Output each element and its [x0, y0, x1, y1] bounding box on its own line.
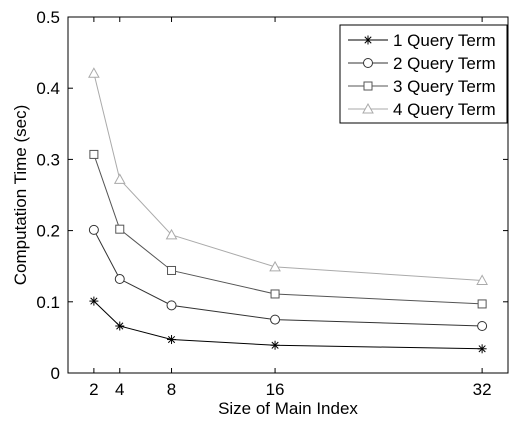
data-point [167, 265, 177, 275]
data-point [88, 224, 99, 235]
plot-area [67, 16, 509, 374]
series-line [93, 154, 483, 305]
data-point [270, 340, 280, 350]
legend-item: 4 Query Term [348, 100, 496, 119]
data-point [269, 260, 281, 272]
legend-label: 4 Query Term [393, 100, 496, 119]
plot-border [67, 16, 509, 374]
legend-item: 1 Query Term [348, 31, 496, 50]
legend-label: 2 Query Term [393, 54, 496, 73]
x-tick-label: 8 [167, 380, 176, 399]
legend-item: 2 Query Term [348, 54, 496, 73]
legend-marker [363, 81, 373, 91]
y-axis-label: Computation Time (sec) [11, 105, 30, 285]
series-2 [88, 224, 488, 332]
ticks-layer: 2 4 8 16 32 0 0.1 0.2 0.3 0.4 0.5 [36, 8, 508, 399]
series-4 [88, 67, 488, 285]
series-layer [88, 67, 488, 354]
data-point [167, 335, 177, 345]
legend-label: 3 Query Term [393, 77, 496, 96]
data-point [477, 344, 487, 354]
legend-item: 3 Query Term [348, 77, 496, 96]
x-tick-label: 32 [473, 380, 492, 399]
data-point [270, 314, 281, 325]
data-point [89, 296, 99, 306]
data-point [88, 67, 100, 78]
legend-label: 1 Query Term [393, 31, 496, 50]
data-point [114, 274, 125, 285]
legend-marker [363, 58, 373, 68]
x-tick-label: 2 [89, 380, 98, 399]
data-point [165, 228, 178, 240]
data-point [166, 300, 177, 311]
y-tick-label: 0.5 [36, 8, 60, 27]
series-3 [89, 149, 487, 309]
x-tick-label: 4 [115, 380, 124, 399]
data-point [89, 149, 99, 159]
series-line [93, 300, 483, 350]
x-axis-label: Size of Main Index [218, 399, 358, 418]
data-point [115, 321, 125, 331]
data-point [115, 224, 125, 234]
legend-marker [362, 102, 374, 114]
y-tick-label: 0.3 [36, 150, 60, 169]
data-point [476, 274, 488, 285]
y-tick-label: 0.2 [36, 222, 60, 241]
legend: 1 Query Term 2 Query Term 3 Query Term 4 Qu… [339, 24, 508, 124]
data-point [477, 299, 487, 309]
series-line [93, 229, 483, 327]
data-point [270, 289, 280, 299]
x-tick-label: 16 [266, 380, 285, 399]
y-tick-label: 0.4 [36, 79, 60, 98]
legend-marker [363, 35, 373, 45]
data-point [477, 321, 488, 332]
y-tick-label: 0 [51, 364, 60, 383]
series-1 [89, 296, 487, 354]
data-point [113, 173, 126, 184]
y-tick-label: 0.1 [36, 293, 60, 312]
